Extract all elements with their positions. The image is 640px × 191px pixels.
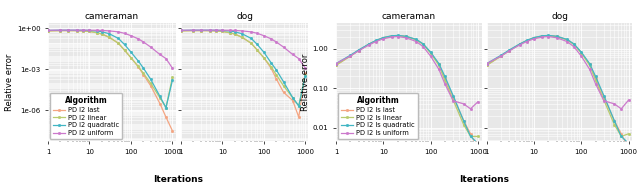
Title: cameraman: cameraman <box>84 12 139 21</box>
Y-axis label: Relative error: Relative error <box>301 53 310 111</box>
Text: Iterations: Iterations <box>153 175 204 184</box>
Legend: PD l2 last, PD l2 linear, PD l2 quadratic, PD l2 uniform: PD l2 last, PD l2 linear, PD l2 quadrati… <box>50 93 122 139</box>
Legend: PD l2 ls last, PD l2 ls linear, PD l2 ls quadratic, PD l2 ls uniform: PD l2 ls last, PD l2 ls linear, PD l2 ls… <box>338 93 418 139</box>
Text: Iterations: Iterations <box>459 175 509 184</box>
Title: dog: dog <box>551 12 568 21</box>
Y-axis label: Relative error: Relative error <box>5 53 14 111</box>
Title: cameraman: cameraman <box>381 12 436 21</box>
Title: dog: dog <box>236 12 253 21</box>
